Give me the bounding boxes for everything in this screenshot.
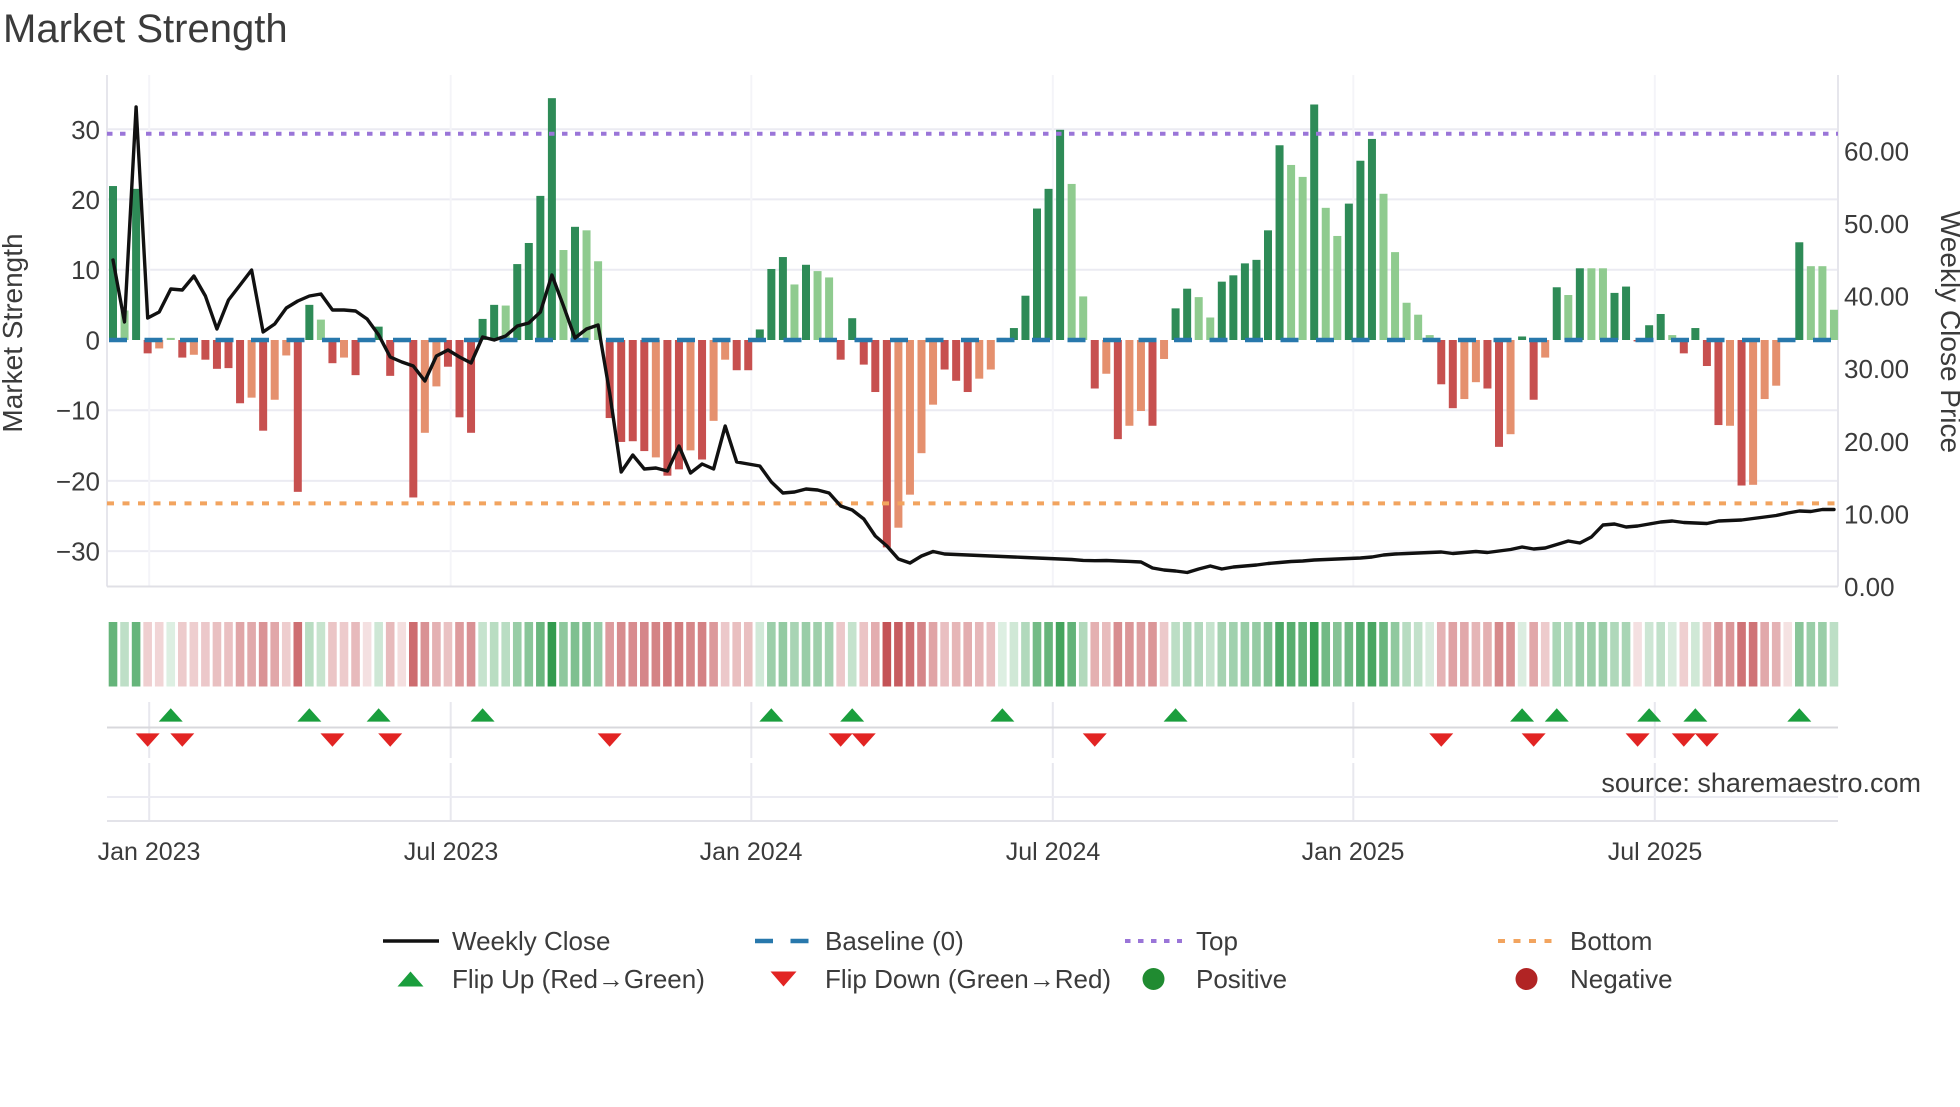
svg-text:Jul 2024: Jul 2024 (1006, 838, 1101, 866)
svg-text:Jan 2023: Jan 2023 (98, 838, 201, 866)
svg-text:Baseline (0): Baseline (0) (825, 926, 964, 956)
svg-text:Jul 2023: Jul 2023 (404, 838, 499, 866)
svg-text:Top: Top (1196, 926, 1238, 956)
svg-text:10: 10 (71, 255, 100, 285)
svg-text:Market Strength: Market Strength (3, 7, 288, 51)
svg-text:Weekly Close: Weekly Close (452, 926, 610, 956)
svg-text:Weekly Close Price: Weekly Close Price (1935, 211, 1960, 453)
svg-text:Market Strength: Market Strength (0, 233, 28, 432)
svg-text:50.00: 50.00 (1844, 209, 1909, 239)
svg-text:−10: −10 (56, 396, 100, 426)
svg-text:Jan 2024: Jan 2024 (700, 838, 803, 866)
svg-text:30: 30 (71, 115, 100, 145)
svg-text:0.00: 0.00 (1844, 572, 1895, 602)
svg-text:20: 20 (71, 185, 100, 215)
svg-text:10.00: 10.00 (1844, 499, 1909, 529)
svg-text:Jan 2025: Jan 2025 (1302, 838, 1405, 866)
svg-text:60.00: 60.00 (1844, 136, 1909, 166)
svg-text:−30: −30 (56, 537, 100, 567)
svg-text:Negative: Negative (1570, 964, 1673, 994)
svg-text:Bottom: Bottom (1570, 926, 1652, 956)
svg-text:Jul 2025: Jul 2025 (1608, 838, 1703, 866)
svg-text:30.00: 30.00 (1844, 354, 1909, 384)
svg-text:Flip Down (Green→Red): Flip Down (Green→Red) (825, 964, 1111, 994)
svg-text:20.00: 20.00 (1844, 427, 1909, 457)
svg-text:Positive: Positive (1196, 964, 1287, 994)
svg-text:40.00: 40.00 (1844, 282, 1909, 312)
svg-text:−20: −20 (56, 466, 100, 496)
svg-text:0: 0 (86, 326, 100, 356)
svg-text:source: sharemaestro.com: source: sharemaestro.com (1601, 768, 1921, 798)
svg-text:Flip Up (Red→Green): Flip Up (Red→Green) (452, 964, 705, 994)
